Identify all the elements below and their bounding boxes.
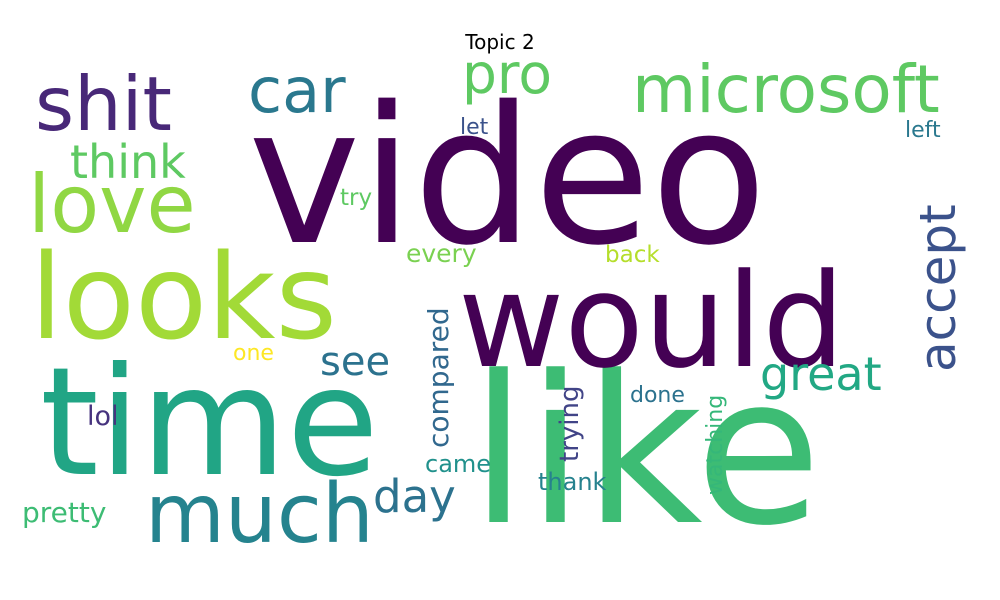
word-shit: shit [35, 60, 172, 148]
word-think: think [70, 135, 186, 189]
word-like: like [470, 333, 821, 571]
word-try: let [460, 115, 489, 140]
word-one: lol [87, 401, 119, 432]
word-time: time [40, 336, 379, 510]
word-love: love [28, 158, 196, 251]
word-much: much [145, 467, 374, 562]
word-accept: accept [909, 204, 967, 372]
word-lol: came [425, 450, 491, 478]
word-car: car [248, 54, 346, 127]
chart-title: Topic 2 [465, 30, 535, 54]
word-let: left [905, 118, 941, 143]
word-back: try [340, 185, 372, 211]
word-would: would [458, 245, 845, 397]
word-thank: thank [538, 468, 607, 496]
word-compared: compared [422, 307, 455, 448]
word-video: video [248, 66, 767, 287]
word-trying: trying [555, 386, 585, 462]
word-microsoft: microsoft [632, 51, 940, 128]
word-day: day [373, 470, 456, 523]
word-came: done [630, 383, 685, 408]
word-every: back [605, 242, 660, 268]
word-left: one [233, 341, 274, 366]
word-looks: looks [30, 228, 337, 366]
word-see: see [320, 339, 390, 385]
word-pro: pro [462, 42, 552, 106]
word-great: great [760, 347, 882, 401]
word-pretty: pretty [22, 496, 106, 529]
word-watching: every [406, 239, 477, 268]
word-done: watching [703, 395, 728, 495]
